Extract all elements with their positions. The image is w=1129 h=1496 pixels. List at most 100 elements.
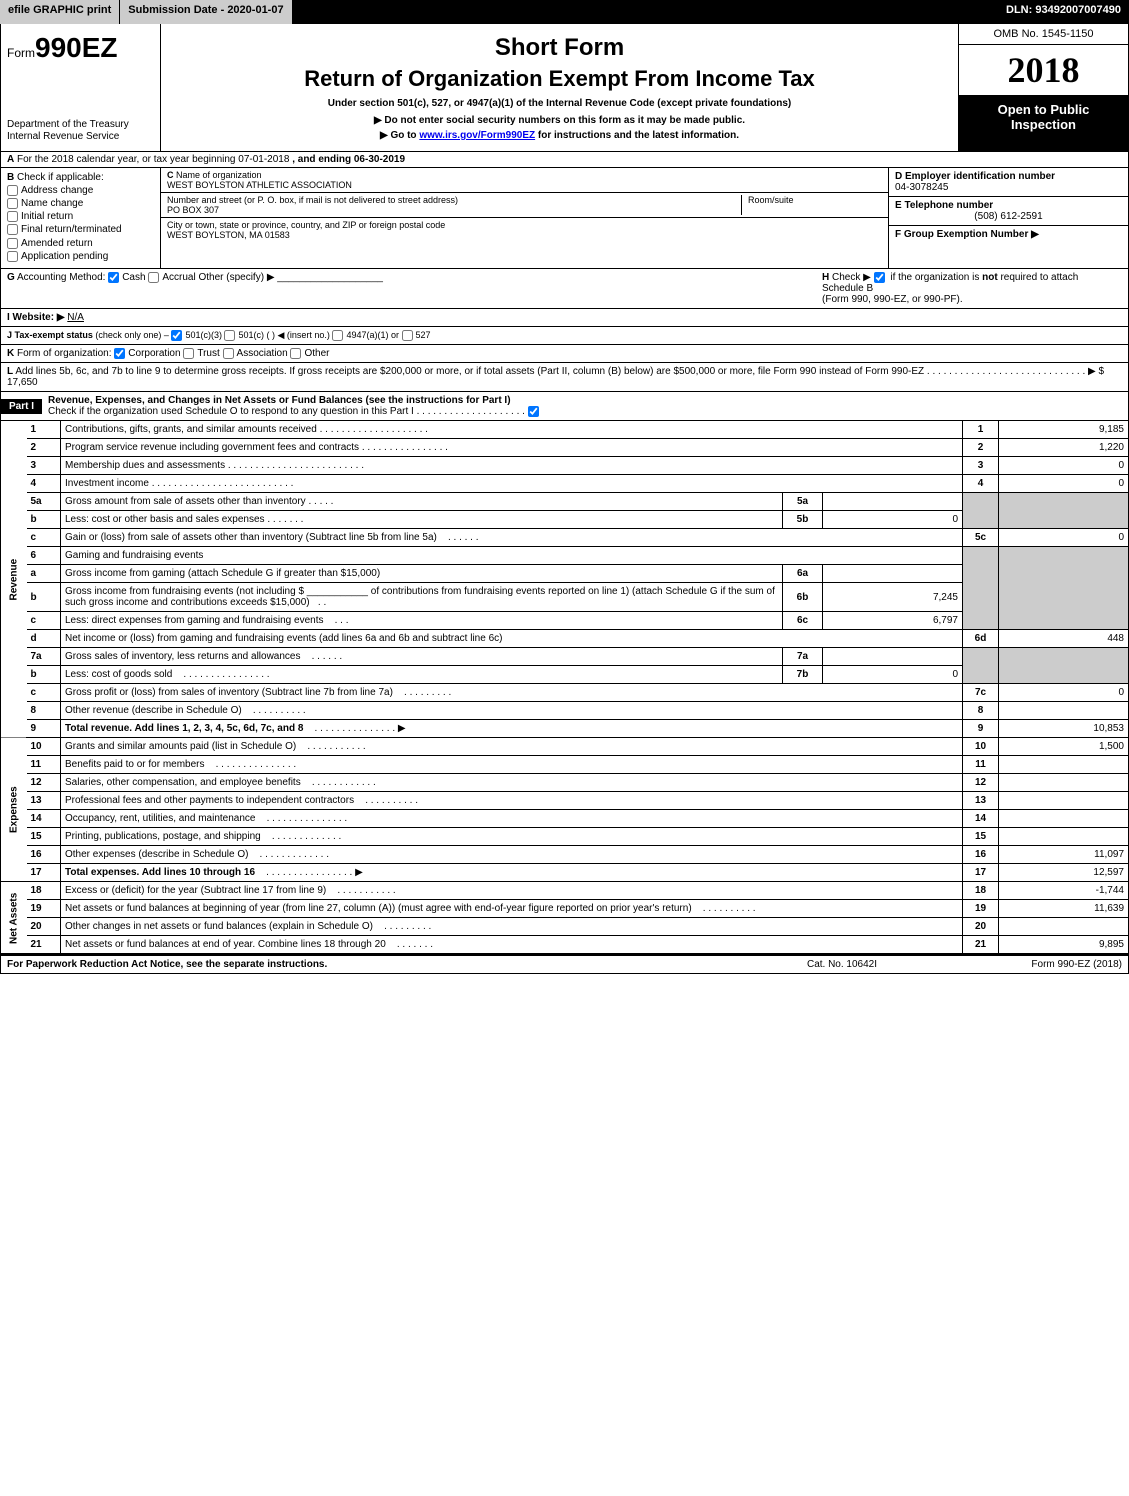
cb-schedule-o[interactable] — [528, 406, 539, 417]
goto-pre: ▶ Go to — [380, 130, 419, 141]
cb-address-change[interactable]: Address change — [7, 185, 154, 196]
l5b-desc: Less: cost or other basis and sales expe… — [65, 514, 265, 525]
line-6d: d Net income or (loss) from gaming and f… — [1, 630, 1129, 648]
label-g: G — [7, 272, 15, 283]
h-text4: (Form 990, 990-EZ, or 990-PF). — [822, 294, 963, 305]
cb-corp[interactable] — [114, 348, 125, 359]
cb-final-return-input[interactable] — [7, 224, 18, 235]
cb-assoc[interactable] — [223, 348, 234, 359]
l6-grey-amt — [999, 547, 1129, 630]
dept-line2: Internal Revenue Service — [7, 131, 154, 143]
cb-other[interactable] — [290, 348, 301, 359]
cb-name-change-input[interactable] — [7, 198, 18, 209]
section-def: D Employer identification number 04-3078… — [888, 168, 1128, 268]
j-note: (check only one) – — [95, 330, 169, 340]
line-8: 8 Other revenue (describe in Schedule O)… — [1, 702, 1129, 720]
irs-link[interactable]: www.irs.gov/Form990EZ — [419, 130, 535, 141]
l7ab-grey-amt — [999, 648, 1129, 684]
section-c: C Name of organization WEST BOYLSTON ATH… — [161, 168, 888, 268]
l18-desc: Excess or (deficit) for the year (Subtra… — [65, 885, 326, 896]
c-city-cell: City or town, state or province, country… — [161, 218, 888, 242]
subtitle-goto: ▶ Go to www.irs.gov/Form990EZ for instru… — [171, 130, 948, 141]
cb-4947[interactable] — [332, 330, 343, 341]
k-corp: Corporation — [128, 348, 180, 359]
l16-desc: Other expenses (describe in Schedule O) — [65, 849, 248, 860]
l5ab-grey — [963, 493, 999, 529]
cb-address-change-input[interactable] — [7, 185, 18, 196]
l7b-desc: Less: cost of goods sold — [65, 669, 172, 680]
efile-print-button[interactable]: efile GRAPHIC print — [0, 0, 120, 24]
section-gh: G Accounting Method: Cash Accrual Other … — [0, 269, 1129, 309]
cb-amended-return[interactable]: Amended return — [7, 238, 154, 249]
f-label: F Group Exemption Number ▶ — [895, 229, 1039, 240]
cb-501c[interactable] — [224, 330, 235, 341]
line-9: 9 Total revenue. Add lines 1, 2, 3, 4, 5… — [1, 720, 1129, 738]
cb-initial-return-input[interactable] — [7, 211, 18, 222]
cb-501c3[interactable] — [171, 330, 182, 341]
l5a-desc: Gross amount from sale of assets other t… — [65, 496, 306, 507]
cb-trust[interactable] — [183, 348, 194, 359]
l1-amt: 9,185 — [999, 421, 1129, 439]
l2-desc: Program service revenue including govern… — [65, 442, 359, 453]
l9-arrow: ▶ — [398, 723, 406, 734]
j-501c3: 501(c)(3) — [185, 330, 222, 340]
cb-amended-return-input[interactable] — [7, 238, 18, 249]
line-6: 6 Gaming and fundraising events — [1, 547, 1129, 565]
j-527: 527 — [416, 330, 431, 340]
l7c-num: c — [27, 684, 61, 702]
cb-accrual[interactable] — [148, 272, 159, 283]
l1-num: 1 — [27, 421, 61, 439]
cb-final-return[interactable]: Final return/terminated — [7, 224, 154, 235]
section-k: K Form of organization: Corporation Trus… — [0, 345, 1129, 363]
l2-col: 2 — [963, 439, 999, 457]
cb-cash[interactable] — [108, 272, 119, 283]
k-other: Other — [304, 348, 329, 359]
cb-schedule-b[interactable] — [874, 272, 885, 283]
title-return: Return of Organization Exempt From Incom… — [171, 66, 948, 92]
cb-application-pending-input[interactable] — [7, 251, 18, 262]
l10-num: 10 — [27, 738, 61, 756]
cb-initial-return[interactable]: Initial return — [7, 211, 154, 222]
l19-col: 19 — [963, 900, 999, 918]
l4-col: 4 — [963, 475, 999, 493]
line-7b: b Less: cost of goods sold . . . . . . .… — [1, 666, 1129, 684]
line-6a: a Gross income from gaming (attach Sched… — [1, 565, 1129, 583]
line-16: 16 Other expenses (describe in Schedule … — [1, 846, 1129, 864]
l10-col: 10 — [963, 738, 999, 756]
l6d-desc: Net income or (loss) from gaming and fun… — [65, 633, 502, 644]
label-h: H — [822, 272, 829, 283]
l6b-subval: 7,245 — [823, 583, 963, 612]
form-header: Form990EZ Department of the Treasury Int… — [0, 24, 1129, 152]
c-name: WEST BOYLSTON ATHLETIC ASSOCIATION — [167, 180, 352, 190]
l14-num: 14 — [27, 810, 61, 828]
f-cell: F Group Exemption Number ▶ — [889, 226, 1128, 268]
l7b-sub: 7b — [783, 666, 823, 684]
l1-desc: Contributions, gifts, grants, and simila… — [65, 424, 317, 435]
l5a-subval — [823, 493, 963, 511]
cb-name-change[interactable]: Name change — [7, 198, 154, 209]
cb-application-pending[interactable]: Application pending — [7, 251, 154, 262]
open-to-public: Open to Public Inspection — [959, 96, 1128, 151]
section-b: B Check if applicable: Address change Na… — [1, 168, 161, 268]
l7a-sub: 7a — [783, 648, 823, 666]
footer-left: For Paperwork Reduction Act Notice, see … — [7, 959, 742, 970]
line-5a: 5a Gross amount from sale of assets othe… — [1, 493, 1129, 511]
part1-label: Part I — [1, 399, 42, 414]
l20-num: 20 — [27, 918, 61, 936]
l13-amt — [999, 792, 1129, 810]
line-10: Expenses 10 Grants and similar amounts p… — [1, 738, 1129, 756]
l6b-num: b — [27, 583, 61, 612]
l4-amt: 0 — [999, 475, 1129, 493]
j-501c: 501(c) ( ) ◀ (insert no.) — [238, 330, 329, 340]
c-room-label: Room/suite — [742, 195, 882, 215]
side-netassets: Net Assets — [1, 882, 27, 954]
l6d-col: 6d — [963, 630, 999, 648]
l6b-sub: 6b — [783, 583, 823, 612]
subtitle-section: Under section 501(c), 527, or 4947(a)(1)… — [171, 98, 948, 109]
header-center: Short Form Return of Organization Exempt… — [161, 24, 958, 151]
form-prefix: Form — [7, 46, 35, 60]
cb-527[interactable] — [402, 330, 413, 341]
k-text: Form of organization: — [17, 348, 112, 359]
line-21: 21 Net assets or fund balances at end of… — [1, 936, 1129, 954]
header-right: OMB No. 1545-1150 2018 Open to Public In… — [958, 24, 1128, 151]
